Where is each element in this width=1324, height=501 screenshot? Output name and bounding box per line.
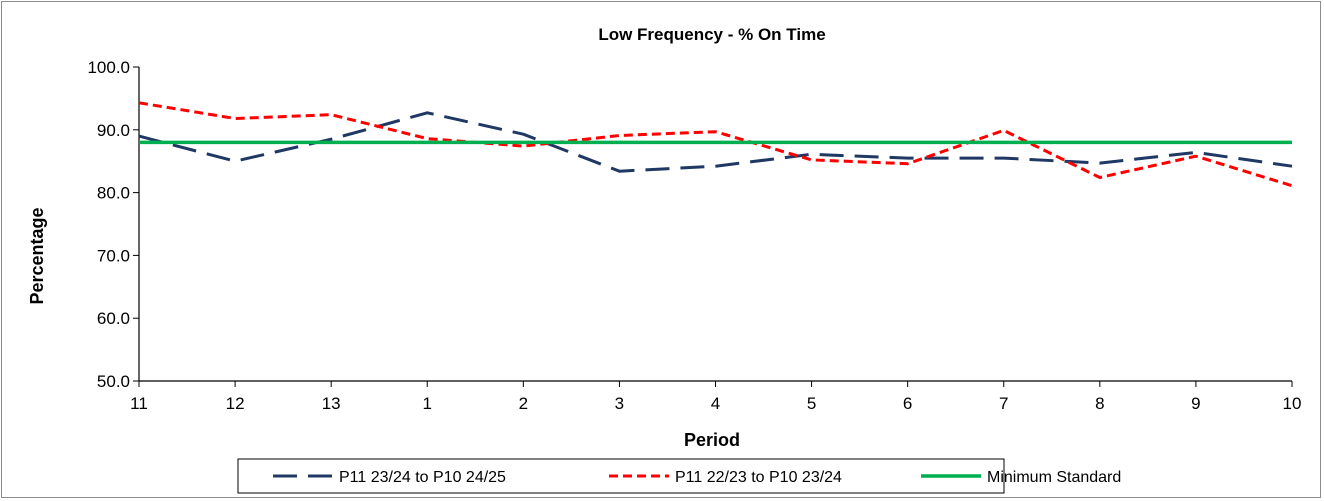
x-tick-label: 8 xyxy=(1095,394,1104,413)
y-axis: 50.0 60.0 70.0 80.0 90.0 100.0 xyxy=(87,58,140,391)
series-line-2 xyxy=(138,101,1293,188)
y-tick-label: 90.0 xyxy=(97,121,130,140)
x-tick-label: 9 xyxy=(1191,394,1200,413)
chart-title: Low Frequency - % On Time xyxy=(598,25,825,44)
x-tick-label: 2 xyxy=(519,394,528,413)
legend-label-3: Minimum Standard xyxy=(987,469,1121,486)
x-tick-label: 6 xyxy=(903,394,912,413)
series-line-1 xyxy=(138,111,1293,173)
x-tick-label: 5 xyxy=(807,394,816,413)
x-tick-label: 7 xyxy=(999,394,1008,413)
x-axis-title: Period xyxy=(684,430,740,450)
x-tick-label: 12 xyxy=(226,394,245,413)
x-tick-label: 4 xyxy=(711,394,720,413)
legend-box xyxy=(237,458,1005,494)
legend: P11 23/24 to P10 24/25 P11 22/23 to P10 2… xyxy=(237,458,1121,494)
series-layer xyxy=(138,101,1293,188)
legend-label-1: P11 23/24 to P10 24/25 xyxy=(339,469,506,486)
y-axis-title: Percentage xyxy=(27,207,47,304)
y-tick-label: 50.0 xyxy=(97,372,130,391)
x-tick-label: 10 xyxy=(1283,394,1302,413)
x-axis: 11 12 13 1 2 3 4 5 6 7 8 9 10 xyxy=(130,380,1302,413)
y-tick-label: 80.0 xyxy=(97,184,130,203)
y-tick-label: 100.0 xyxy=(87,58,130,77)
y-tick-label: 70.0 xyxy=(97,246,130,265)
x-tick-label: 3 xyxy=(615,394,624,413)
legend-label-2: P11 22/23 to P10 23/24 xyxy=(675,469,842,486)
x-tick-label: 1 xyxy=(423,394,432,413)
x-tick-label: 13 xyxy=(322,394,341,413)
y-tick-label: 60.0 xyxy=(97,309,130,328)
x-tick-label: 11 xyxy=(130,394,148,413)
